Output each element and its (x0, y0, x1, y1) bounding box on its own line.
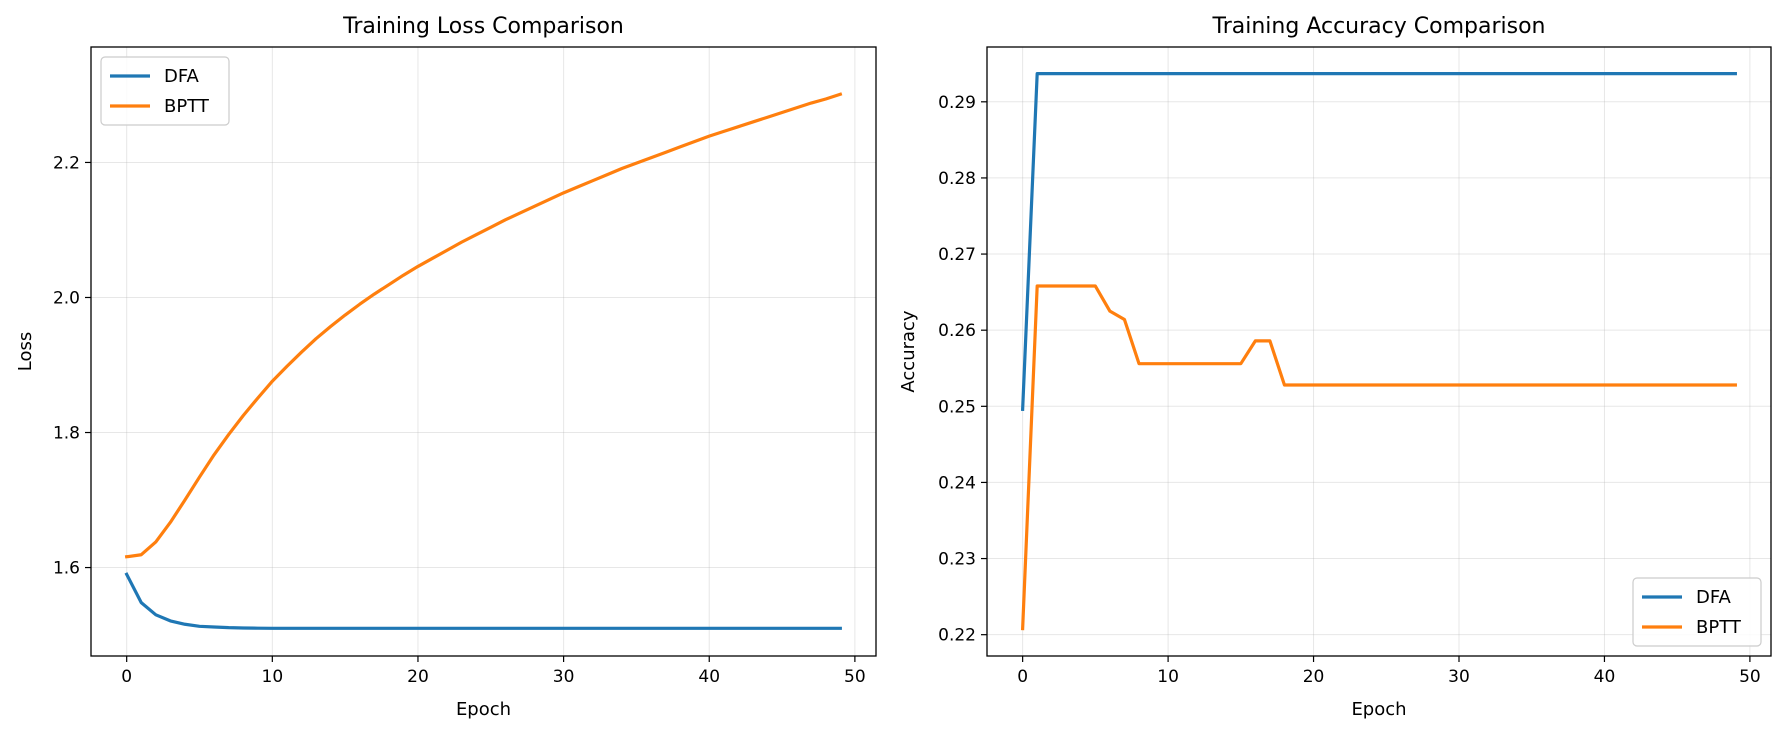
loss-series-bptt-line (124, 92, 843, 559)
accuracy-legend-label-bptt: BPTT (1696, 617, 1742, 638)
loss-chart-title: Training Loss Comparison (342, 14, 624, 39)
loss-axes-frame (90, 46, 877, 657)
accuracy-x-tick-label: 10 (1157, 667, 1179, 687)
accuracy-chart-title: Training Accuracy Comparison (1212, 14, 1546, 39)
accuracy-y-tick-label: 0.23 (938, 550, 976, 570)
loss-x-tick-label: 0 (121, 667, 132, 687)
accuracy-x-tick-label: 0 (1017, 667, 1028, 687)
accuracy-x-tick-label: 30 (1448, 667, 1470, 687)
accuracy-series-bptt-line (1020, 284, 1737, 631)
accuracy-y-tick-label: 0.26 (938, 321, 976, 341)
loss-x-axis-label: Epoch (456, 699, 511, 720)
loss-y-tick-label: 1.6 (53, 559, 80, 579)
loss-x-tick-label: 40 (698, 667, 720, 687)
loss-series-dfa-line (124, 572, 842, 630)
loss-x-tick-label: 30 (553, 667, 575, 687)
accuracy-axes-frame (986, 46, 1772, 657)
loss-legend-label-bptt: BPTT (164, 96, 210, 117)
loss-legend-label-dfa: DFA (164, 66, 200, 87)
loss-y-tick-label: 2.0 (53, 288, 80, 308)
loss-chart-panel: 0 10 20 30 40 50 1.6 1.8 2.0 2.2 Training Loss Com… (15, 14, 877, 720)
accuracy-y-axis-label: Accuracy (898, 310, 919, 393)
accuracy-y-tick-label: 0.28 (938, 169, 976, 189)
loss-y-tick-label: 2.2 (53, 153, 80, 173)
accuracy-y-tick-label: 0.22 (938, 626, 976, 646)
accuracy-chart-panel: 0 10 20 30 40 50 0.22 0.23 0.24 0.25 0.26 0.27 0.28 0… (898, 14, 1772, 720)
accuracy-legend-box (1632, 577, 1762, 647)
accuracy-x-tick-label: 50 (1739, 667, 1761, 687)
loss-x-tick-label: 20 (407, 667, 429, 687)
accuracy-y-tick-label: 0.27 (938, 245, 976, 265)
accuracy-x-tick-label: 40 (1594, 667, 1616, 687)
loss-y-axis-label: Loss (15, 332, 36, 371)
accuracy-legend: DFA BPTT (1632, 577, 1762, 647)
loss-legend-box (100, 56, 230, 126)
accuracy-legend-label-dfa: DFA (1696, 587, 1732, 608)
accuracy-x-tick-label: 20 (1303, 667, 1325, 687)
loss-x-tick-label: 10 (262, 667, 284, 687)
accuracy-x-axis-label: Epoch (1351, 699, 1406, 720)
loss-x-tick-label: 50 (844, 667, 866, 687)
accuracy-y-tick-label: 0.25 (938, 397, 976, 417)
loss-y-tick-label: 1.8 (53, 424, 80, 444)
loss-legend: DFA BPTT (100, 56, 230, 126)
accuracy-y-tick-label: 0.24 (938, 473, 976, 493)
accuracy-series-dfa-line (1020, 72, 1737, 412)
accuracy-y-tick-label: 0.29 (938, 93, 976, 113)
